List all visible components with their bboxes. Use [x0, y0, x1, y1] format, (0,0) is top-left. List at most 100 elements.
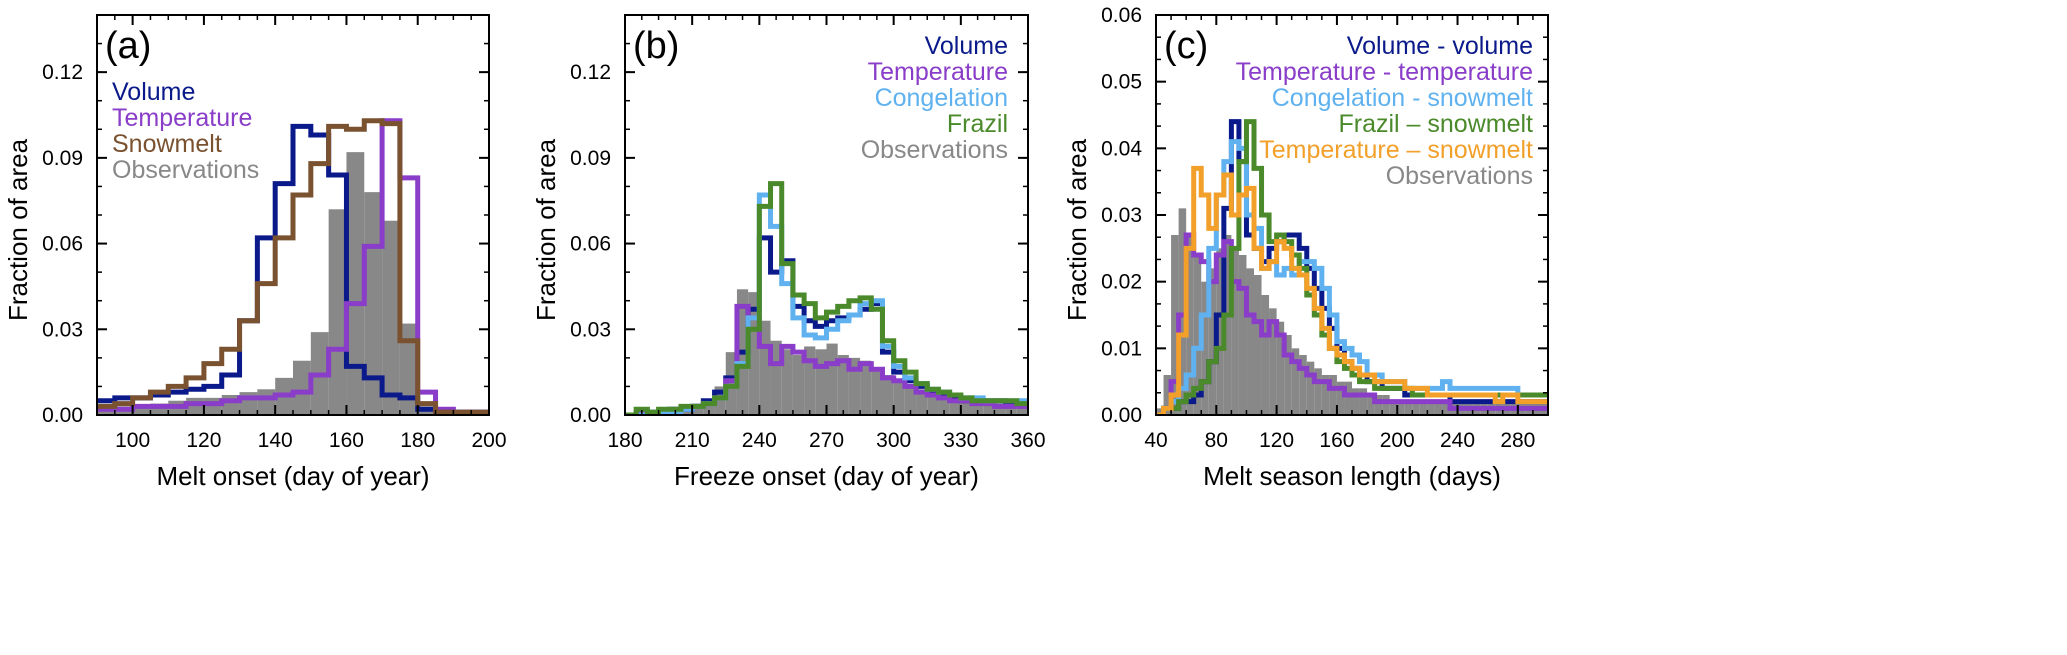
- observations-bar: [725, 352, 737, 415]
- observations-bar: [848, 357, 861, 415]
- temperature-snowmelt-series-line: [1156, 165, 1548, 415]
- observations-bar: [792, 355, 805, 415]
- x-tick-label: 280: [1500, 429, 1535, 452]
- x-tick-label: 330: [943, 429, 978, 452]
- plot-area: [625, 181, 1028, 415]
- observations-bar: [714, 386, 726, 415]
- observations-bar: [1291, 348, 1300, 415]
- y-tick-label: 0.06: [42, 233, 83, 256]
- y-tick-label: 0.03: [570, 318, 611, 341]
- observations-bar: [1276, 321, 1285, 415]
- legend-entry: Observations: [112, 156, 259, 184]
- x-axis-label: Melt season length (days): [1203, 461, 1501, 491]
- x-tick-label: 360: [1010, 429, 1045, 452]
- observations-bar: [1223, 235, 1232, 415]
- x-axis-label: Freeze onset (day of year): [674, 461, 979, 491]
- legend-entry: Volume: [112, 78, 195, 106]
- observations-bar: [1374, 395, 1383, 415]
- observations-bar: [871, 369, 883, 415]
- legend-entry: Volume - volume: [1347, 32, 1533, 60]
- observations-bar: [1231, 248, 1239, 415]
- y-tick-label: 0.09: [570, 147, 611, 170]
- x-tick-label: 200: [1380, 429, 1415, 452]
- observations-bar: [1261, 295, 1270, 415]
- plot-area: [1156, 119, 1548, 415]
- y-tick-label: 0.06: [570, 233, 611, 256]
- snowmelt-series-line: [97, 118, 489, 415]
- observations-bar: [1367, 395, 1375, 415]
- observations-bar: [1434, 401, 1443, 415]
- legend-entry: Temperature - temperature: [1236, 58, 1533, 86]
- observations-bar: [916, 389, 928, 415]
- legend-entry: Snowmelt: [112, 130, 222, 158]
- legend-entry: Congelation - snowmelt: [1272, 84, 1533, 112]
- y-tick-label: 0.00: [1101, 404, 1142, 427]
- observations-bar: [1442, 401, 1450, 415]
- observations-bar: [1246, 268, 1254, 415]
- observations-bar: [1397, 401, 1405, 415]
- observations-bar: [1186, 235, 1194, 415]
- observations-bar: [1404, 401, 1413, 415]
- x-tick-label: 270: [809, 429, 844, 452]
- observations-bar: [399, 323, 418, 415]
- observations-bar: [1238, 255, 1247, 415]
- x-tick-label: 180: [607, 429, 642, 452]
- observations-bar: [1216, 248, 1224, 415]
- x-tick-label: 40: [1144, 429, 1167, 452]
- observations-bar: [804, 346, 816, 415]
- observations-bar: [1208, 268, 1217, 415]
- y-tick-label: 0.12: [570, 61, 611, 84]
- observations-bar: [364, 192, 383, 415]
- observations-bar: [815, 349, 827, 415]
- observations-bar: [203, 397, 222, 415]
- y-tick-label: 0.09: [42, 147, 83, 170]
- y-tick-label: 0.06: [1101, 4, 1142, 27]
- observations-bar: [837, 355, 849, 415]
- observations-bar: [692, 403, 704, 415]
- observations-bar: [1193, 255, 1202, 415]
- y-axis-label: Fraction of area: [1062, 138, 1092, 321]
- observations-bar: [1314, 368, 1322, 415]
- observations-bar: [1156, 408, 1164, 415]
- observations-bar: [1178, 208, 1187, 415]
- observations-bar: [1299, 355, 1307, 415]
- observations-bar: [927, 392, 939, 415]
- observations-bar: [1201, 281, 1209, 415]
- frazil-series-line: [625, 181, 1028, 415]
- panel-label: (c): [1164, 25, 1208, 67]
- observations-bar: [1254, 275, 1262, 415]
- x-tick-label: 160: [329, 429, 364, 452]
- observations-bar: [221, 395, 240, 415]
- observations-bar: [1352, 388, 1360, 415]
- observations-bar: [938, 395, 950, 415]
- x-tick-label: 120: [186, 429, 221, 452]
- x-tick-label: 210: [675, 429, 710, 452]
- observations-bar: [1412, 401, 1420, 415]
- x-tick-label: 180: [400, 429, 435, 452]
- panel-label: (a): [105, 25, 151, 67]
- observations-bar: [1005, 403, 1017, 415]
- observations-bar: [382, 220, 400, 415]
- x-tick-label: 100: [115, 429, 150, 452]
- observations-bar: [1419, 401, 1428, 415]
- y-tick-label: 0.03: [1101, 204, 1142, 227]
- y-axis-label: Fraction of area: [3, 138, 33, 321]
- legend-entry: Frazil: [947, 110, 1008, 138]
- panel-a: 100 120 140 160 180 200 0.00 0.03 0.06 0.09 0.12 Me…: [3, 14, 507, 491]
- observations-bar: [1269, 308, 1277, 415]
- y-tick-label: 0.01: [1101, 337, 1142, 360]
- observations-bar: [759, 320, 771, 415]
- observations-bar: [904, 386, 917, 415]
- y-tick-label: 0.12: [42, 61, 83, 84]
- observations-bar: [703, 400, 715, 415]
- legend-entry: Volume: [925, 32, 1008, 60]
- observations-bar: [949, 397, 961, 415]
- panel-c: 40 80 120 160 200 240 280 0.00 0.01 0.02 0.03 0.04 0…: [1062, 4, 1549, 491]
- observations-bar: [257, 389, 276, 415]
- observations-bar: [1171, 235, 1179, 415]
- y-axis-label: Fraction of area: [531, 138, 561, 321]
- legend-entry: Temperature: [868, 58, 1008, 86]
- legend-entry: Observations: [1386, 162, 1533, 190]
- legend-entry: Congelation: [875, 84, 1008, 112]
- observations-bar: [882, 375, 894, 415]
